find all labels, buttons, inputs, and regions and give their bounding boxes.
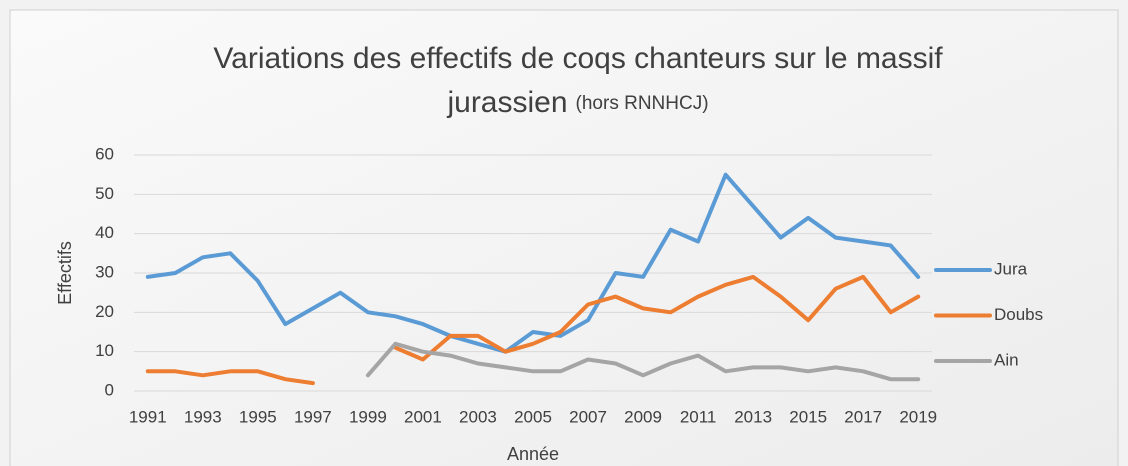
x-tick-label: 2007 xyxy=(569,407,607,426)
x-tick-label: 2015 xyxy=(789,407,827,426)
x-tick-label: 2001 xyxy=(404,407,442,426)
y-tick-label: 0 xyxy=(105,380,114,399)
x-tick-label: 2009 xyxy=(624,407,662,426)
x-tick-label: 2003 xyxy=(459,407,497,426)
x-tick-label: 1995 xyxy=(239,407,277,426)
y-tick-label: 60 xyxy=(95,144,114,163)
legend-label: Jura xyxy=(994,259,1028,278)
series-line xyxy=(145,274,921,386)
chart-frame xyxy=(9,9,1119,466)
series-line xyxy=(365,341,921,382)
x-tick-label: 2005 xyxy=(514,407,552,426)
x-tick-label: 1997 xyxy=(294,407,332,426)
x-tick-label: 2019 xyxy=(899,407,937,426)
x-tick-label: 1999 xyxy=(349,407,387,426)
series-line xyxy=(145,172,921,354)
x-tick-label: 1993 xyxy=(184,407,222,426)
chart-title: Variations des effectifs de coqs chanteu… xyxy=(213,42,943,75)
x-tick-label: 2017 xyxy=(844,407,882,426)
x-tick-label: 1991 xyxy=(129,407,167,426)
y-axis-label: Effectifs xyxy=(55,241,75,305)
chart-subtitle: (hors RNNHCJ) xyxy=(576,93,709,114)
y-tick-label: 10 xyxy=(95,341,114,360)
legend-label: Ain xyxy=(994,350,1019,369)
x-axis-label: Année xyxy=(507,444,559,464)
x-tick-label: 2011 xyxy=(680,407,717,426)
y-tick-label: 30 xyxy=(95,262,114,281)
chart-title-line: jurassien xyxy=(446,86,567,119)
y-tick-label: 50 xyxy=(95,184,114,203)
y-tick-label: 20 xyxy=(95,302,114,321)
legend-label: Doubs xyxy=(994,305,1043,324)
y-tick-label: 40 xyxy=(95,223,114,242)
chart-title-2: jurassien (hors RNNHCJ) xyxy=(446,86,708,119)
x-tick-label: 2013 xyxy=(734,407,772,426)
